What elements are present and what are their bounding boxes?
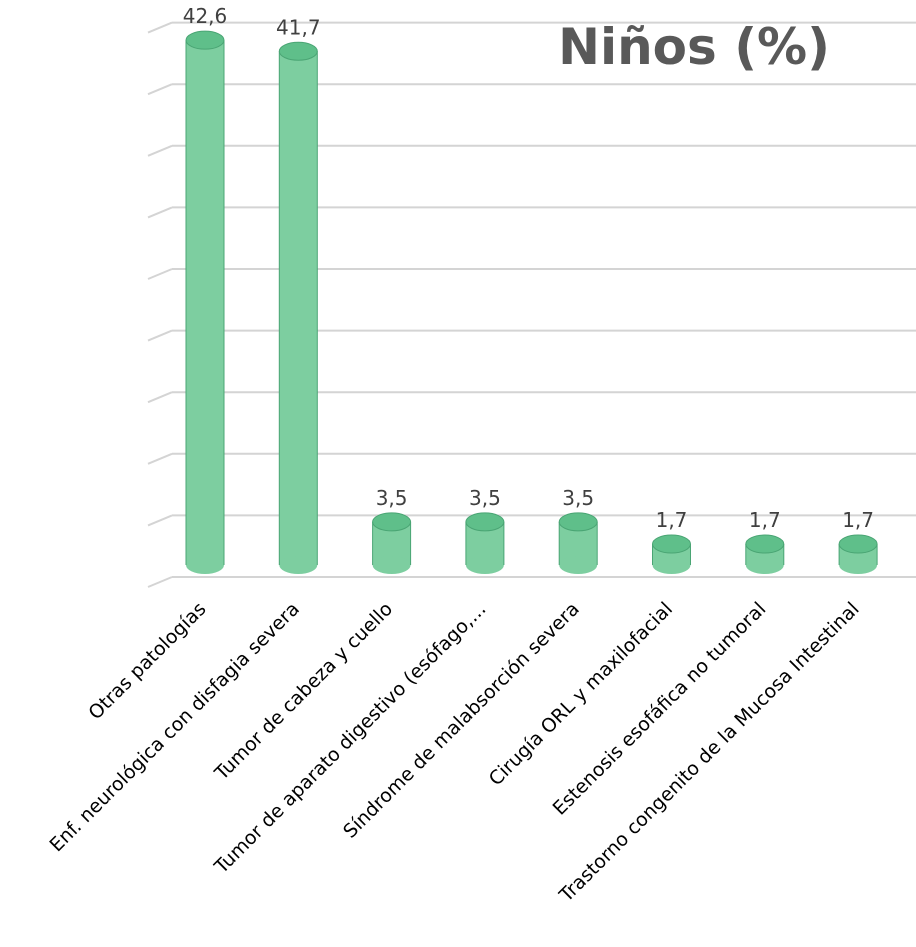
bar: [652, 534, 691, 574]
bar: [465, 512, 505, 574]
gridline: [147, 206, 916, 219]
bars: [185, 30, 878, 574]
data-label: 3,5: [376, 486, 408, 510]
data-label: 41,7: [276, 15, 321, 39]
category-label: Cirugía ORL y maxilofacial: [485, 598, 677, 790]
bar: [745, 534, 785, 574]
data-label: 3,5: [562, 486, 594, 510]
gridline: [147, 83, 916, 96]
gridline: [147, 268, 916, 280]
gridline: [147, 452, 916, 465]
gridline: [147, 329, 916, 342]
gridline: [147, 144, 916, 157]
bar: [558, 512, 598, 574]
gridline: [147, 576, 916, 588]
data-label: 3,5: [469, 486, 501, 510]
category-label: Tumor de cabeza y cuello: [210, 598, 397, 785]
data-label: 1,7: [842, 508, 874, 532]
bar: [185, 30, 225, 574]
gridline: [147, 21, 916, 34]
gridlines: [147, 21, 916, 588]
gridline: [147, 514, 916, 527]
chart-title: Niños (%): [558, 18, 830, 76]
bar: [372, 512, 412, 574]
data-label: 1,7: [656, 508, 688, 532]
data-label: 42,6: [183, 4, 228, 28]
bar: [278, 41, 318, 574]
gridline: [147, 391, 916, 404]
data-labels: 42,6 41,7 3,5 3,5 3,5 1,7 1,7 1,7: [183, 4, 874, 532]
bar: [838, 534, 878, 574]
data-label: 1,7: [749, 508, 781, 532]
